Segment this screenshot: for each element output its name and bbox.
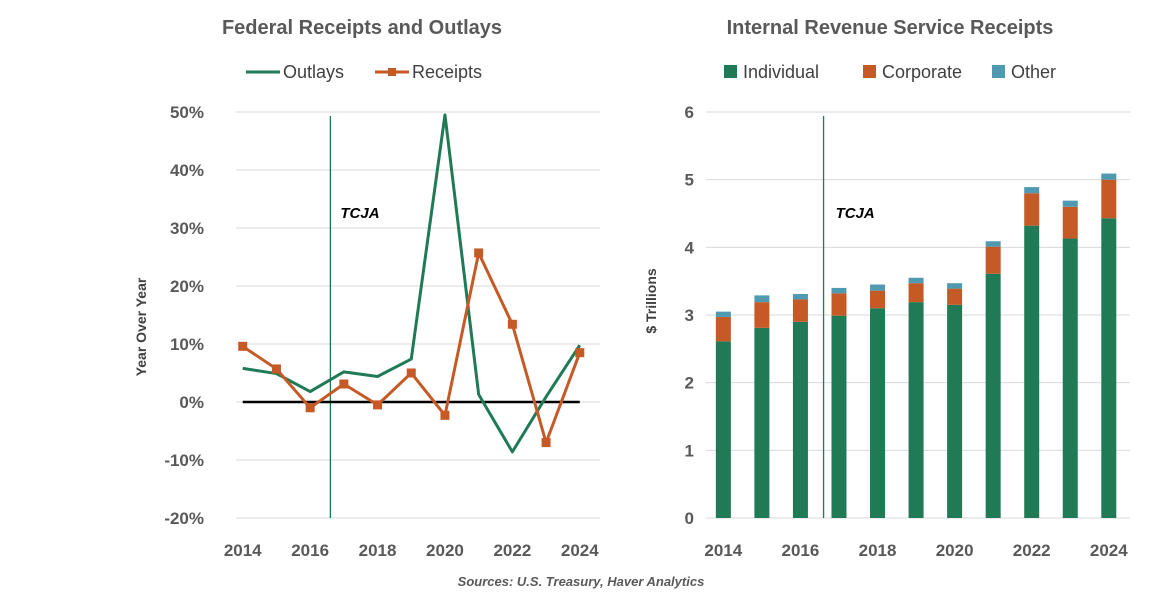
chart-title: Federal Receipts and Outlays xyxy=(222,17,502,39)
bar-corporate-2021 xyxy=(985,246,1001,274)
y-tick-label: -20% xyxy=(164,509,204,528)
bar-corporate-2022 xyxy=(1024,193,1040,226)
line-chart: Federal Receipts and Outlays Outlays Recei… xyxy=(133,17,600,560)
y-tick-label: 10% xyxy=(170,335,204,354)
bar-individual-2023 xyxy=(1062,238,1078,518)
legend-label-receipts: Receipts xyxy=(412,62,482,82)
y-tick-label: -10% xyxy=(164,451,204,470)
x-tick-label: 2022 xyxy=(1013,541,1051,560)
y-tick-label: 50% xyxy=(170,103,204,122)
bar-corporate-2014 xyxy=(715,317,731,342)
y-tick-label: 1 xyxy=(685,441,694,460)
y-axis-label: Year Over Year xyxy=(133,277,149,376)
bar-individual-2017 xyxy=(831,315,847,518)
bar-individual-2014 xyxy=(715,341,731,518)
bar-other-2023 xyxy=(1062,200,1078,207)
y-tick-label: 0% xyxy=(179,393,204,412)
bar-corporate-2020 xyxy=(947,288,963,305)
bar-other-2022 xyxy=(1024,187,1040,194)
data-point-receipts xyxy=(440,410,450,420)
bar-other-2016 xyxy=(792,294,808,300)
y-tick-label: 20% xyxy=(170,277,204,296)
y-axis-label: $ Trillions xyxy=(643,268,659,334)
y-tick-label: 0 xyxy=(685,509,694,528)
x-tick-label: 2024 xyxy=(1090,541,1128,560)
bar-individual-2021 xyxy=(985,273,1001,518)
x-tick-label: 2014 xyxy=(224,541,262,560)
bar-corporate-2019 xyxy=(908,283,924,303)
y-tick-label: 4 xyxy=(685,238,695,257)
bar-corporate-2016 xyxy=(792,299,808,322)
bar-corporate-2015 xyxy=(754,302,770,328)
bar-other-2019 xyxy=(908,277,924,284)
data-point-receipts xyxy=(474,248,484,258)
legend-marker-receipts xyxy=(388,68,396,76)
data-point-receipts xyxy=(541,438,551,448)
bar-individual-2019 xyxy=(908,302,924,518)
x-tick-label: 2020 xyxy=(426,541,464,560)
legend-label-individual: Individual xyxy=(743,62,819,82)
data-point-receipts xyxy=(238,341,248,351)
chart-title: Internal Revenue Service Receipts xyxy=(727,17,1054,39)
x-tick-label: 2016 xyxy=(291,541,329,560)
bar-individual-2018 xyxy=(870,308,886,518)
data-point-receipts xyxy=(373,400,383,410)
bar-individual-2016 xyxy=(792,321,808,518)
data-point-receipts xyxy=(406,368,416,378)
y-tick-label: 6 xyxy=(685,103,694,122)
bar-other-2024 xyxy=(1101,173,1117,180)
bar-corporate-2018 xyxy=(870,290,886,309)
bar-other-2017 xyxy=(831,287,847,294)
bar-corporate-2024 xyxy=(1101,179,1117,219)
data-point-receipts xyxy=(507,319,517,329)
x-tick-label: 2018 xyxy=(859,541,897,560)
data-point-receipts xyxy=(575,348,585,358)
x-tick-label: 2018 xyxy=(359,541,397,560)
y-tick-label: 3 xyxy=(685,306,694,325)
bar-other-2021 xyxy=(985,241,1001,247)
y-tick-label: 30% xyxy=(170,219,204,238)
data-point-receipts xyxy=(271,364,281,374)
legend-swatch-individual xyxy=(724,65,737,78)
bar-chart: Internal Revenue Service Receipts Individ… xyxy=(643,17,1130,560)
tcja-label: TCJA xyxy=(836,205,875,222)
bar-individual-2015 xyxy=(754,327,770,518)
data-point-receipts xyxy=(305,403,315,413)
data-point-receipts xyxy=(339,379,349,389)
legend-label-outlays: Outlays xyxy=(283,62,344,82)
legend-label-corporate: Corporate xyxy=(882,62,962,82)
x-tick-label: 2024 xyxy=(561,541,599,560)
tcja-label: TCJA xyxy=(340,205,379,222)
bar-other-2015 xyxy=(754,295,770,303)
x-tick-label: 2022 xyxy=(493,541,531,560)
y-tick-label: 40% xyxy=(170,161,204,180)
bar-corporate-2017 xyxy=(831,293,847,316)
series-line-outlays xyxy=(242,113,582,454)
bar-individual-2020 xyxy=(947,304,963,518)
x-tick-label: 2020 xyxy=(936,541,974,560)
y-tick-label: 5 xyxy=(685,171,694,190)
bar-other-2014 xyxy=(715,311,731,318)
bar-other-2020 xyxy=(947,283,963,289)
source-note: Sources: U.S. Treasury, Haver Analytics xyxy=(457,574,705,589)
legend-swatch-other xyxy=(992,65,1005,78)
x-tick-label: 2014 xyxy=(704,541,742,560)
bar-individual-2024 xyxy=(1101,218,1117,518)
legend-label-other: Other xyxy=(1011,62,1056,82)
legend-swatch-corporate xyxy=(863,65,876,78)
bar-other-2018 xyxy=(870,284,886,291)
x-tick-label: 2016 xyxy=(782,541,820,560)
bar-corporate-2023 xyxy=(1062,206,1078,239)
y-tick-label: 2 xyxy=(685,374,694,393)
bar-individual-2022 xyxy=(1024,225,1040,518)
series-line-receipts xyxy=(241,251,582,445)
